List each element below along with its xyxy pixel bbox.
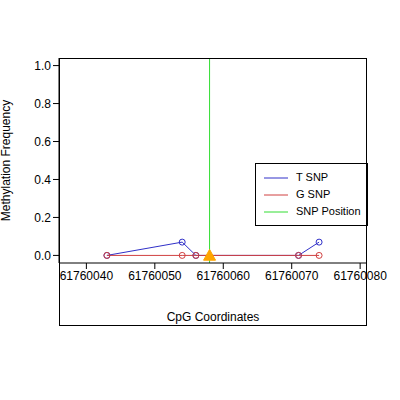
svg-text:61760060: 61760060 — [197, 269, 251, 283]
svg-text:61760080: 61760080 — [333, 269, 387, 283]
svg-text:0.0: 0.0 — [34, 249, 51, 263]
svg-text:61760050: 61760050 — [128, 269, 182, 283]
svg-text:Methylation Frequency: Methylation Frequency — [8, 100, 13, 221]
svg-text:0.6: 0.6 — [34, 135, 51, 149]
html-text:T SNP: T SNP — [296, 171, 329, 183]
svg-text:CpG Coordinates: CpG Coordinates — [167, 310, 260, 324]
svg-text:1.0: 1.0 — [34, 59, 51, 73]
html-text:SNP Position: SNP Position — [296, 205, 361, 217]
svg-text:61760040: 61760040 — [60, 269, 114, 283]
html-text:G SNP: G SNP — [296, 188, 331, 200]
svg-text:61760070: 61760070 — [265, 269, 319, 283]
svg-text:0.4: 0.4 — [34, 173, 51, 187]
svg-text:0.8: 0.8 — [34, 97, 51, 111]
svg-text:0.2: 0.2 — [34, 211, 51, 225]
